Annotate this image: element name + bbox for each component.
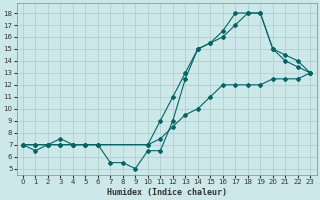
X-axis label: Humidex (Indice chaleur): Humidex (Indice chaleur) — [107, 188, 227, 197]
